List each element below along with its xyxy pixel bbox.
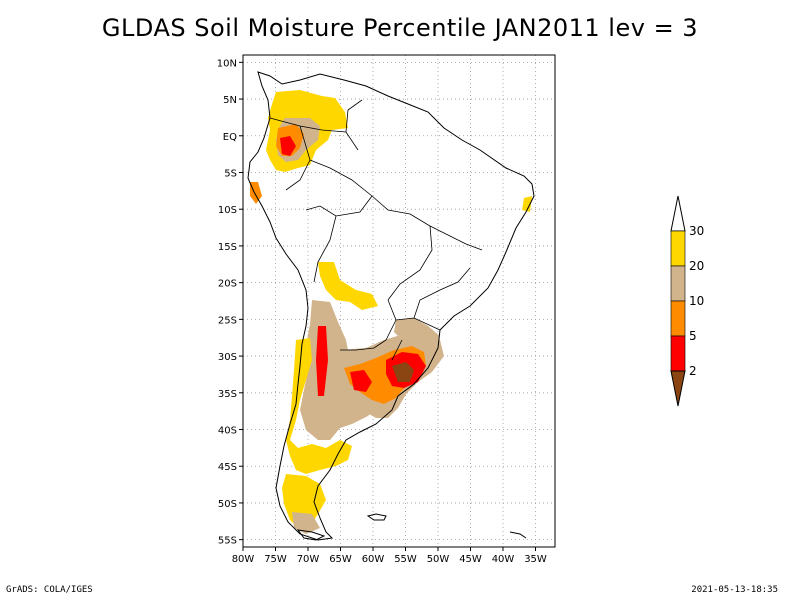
- lat-tick-label: 5N: [223, 95, 237, 106]
- colorbar-band-20-30: [670, 230, 686, 267]
- region-chile-red-strip: [316, 326, 328, 396]
- colorbar-bottom-triangle: [670, 370, 686, 407]
- colorbar-band-2-5: [670, 335, 686, 372]
- shaded-regions: [250, 90, 532, 534]
- country-borders: [269, 99, 483, 361]
- lat-tick-label: 5S: [224, 168, 237, 179]
- colorbar-top-triangle: [670, 195, 686, 232]
- lat-tick-label: 20S: [218, 279, 237, 290]
- footer-credit: GrADS: COLA/IGES: [6, 585, 93, 595]
- lon-tick-label: 50W: [427, 554, 450, 565]
- lat-tick-label: 40S: [218, 426, 237, 437]
- colorbar-label: 20: [689, 259, 704, 273]
- page-title: GLDAS Soil Moisture Percentile JAN2011 l…: [101, 14, 699, 42]
- colorbar-band-5-10: [670, 300, 686, 337]
- region-peru-coast: [250, 182, 262, 204]
- lon-tick-label: 35W: [524, 554, 547, 565]
- lat-tick-label: 10S: [218, 205, 237, 216]
- region-central-andes: [318, 262, 378, 310]
- lat-tick-label: EQ: [223, 132, 237, 143]
- lon-tick-label: 70W: [297, 554, 320, 565]
- lon-tick-label: 80W: [232, 554, 255, 565]
- falkland-islands: [366, 513, 387, 521]
- lon-axis: 80W 75W 70W 65W 60W 55W 50W 45W 40W 35W: [232, 547, 547, 565]
- region-ne-brazil-tip: [522, 196, 532, 212]
- lon-tick-label: 55W: [394, 554, 417, 565]
- region-ecuador-red: [280, 136, 296, 156]
- colorbar-band-10-20: [670, 265, 686, 302]
- colorbar-label: 5: [689, 329, 697, 343]
- lon-tick-label: 65W: [329, 554, 352, 565]
- lat-tick-label: 55S: [218, 536, 237, 547]
- lon-tick-label: 40W: [492, 554, 515, 565]
- lat-tick-label: 25S: [218, 315, 237, 326]
- coastlines: [247, 71, 535, 541]
- lon-tick-label: 60W: [362, 554, 385, 565]
- lon-tick-label: 45W: [459, 554, 482, 565]
- colorbar-label: 10: [689, 294, 704, 308]
- lat-tick-label: 15S: [218, 242, 237, 253]
- lat-tick-label: 50S: [218, 499, 237, 510]
- continent-outline: [247, 71, 535, 541]
- lat-tick-label: 35S: [218, 389, 237, 400]
- lat-tick-label: 45S: [218, 462, 237, 473]
- region-uruguay-brown: [392, 362, 414, 382]
- region-chile-central-yellow: [286, 338, 352, 474]
- lat-tick-label: 10N: [217, 58, 237, 69]
- lat-axis: 10N 5N EQ 5S 10S 15S 20S 25S 30S 35S 40S 45S 50S 55S: [217, 58, 243, 547]
- colorbar-label: 2: [689, 364, 697, 378]
- colorbar: 2 5 10 20 30: [670, 195, 704, 407]
- footer-timestamp: 2021-05-13-18:35: [691, 585, 778, 595]
- lat-tick-label: 30S: [218, 352, 237, 363]
- south-georgia: [509, 531, 527, 539]
- tierra-del-fuego: [296, 529, 326, 541]
- colorbar-label: 30: [689, 224, 704, 238]
- region-argentina-red: [350, 370, 372, 392]
- region-patagonia-south: [292, 512, 320, 534]
- lon-tick-label: 75W: [264, 554, 287, 565]
- region-paraguay-tan: [394, 318, 440, 346]
- plot-border: [242, 54, 556, 548]
